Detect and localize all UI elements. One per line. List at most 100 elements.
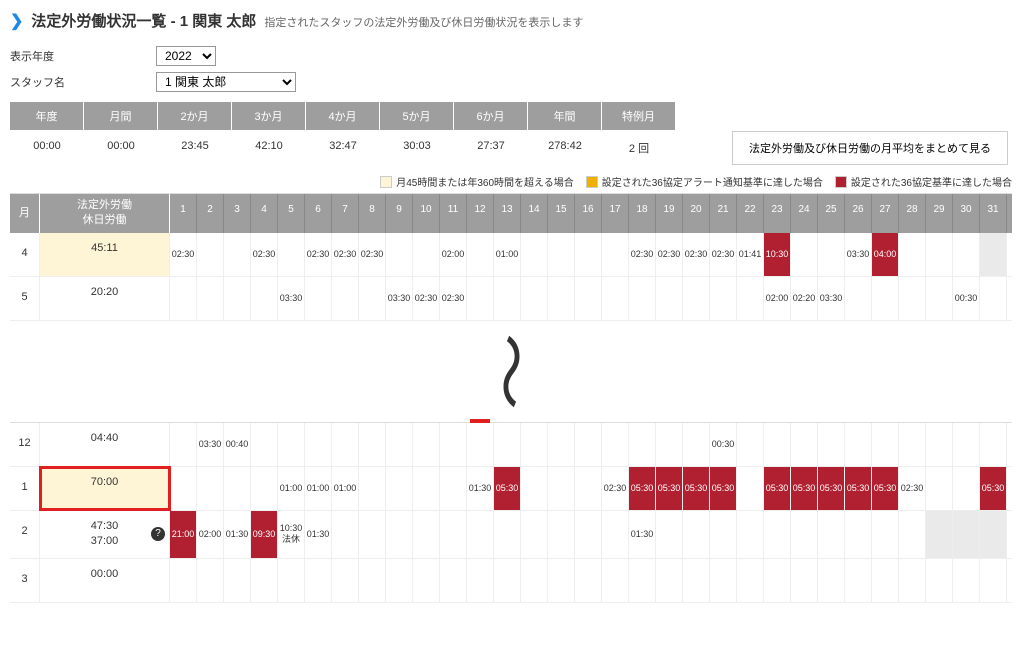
grid-day-cell [656,511,683,558]
grid-day-cell: 02:20 [791,277,818,320]
grid-month-cell: 12 [10,423,40,466]
grid-row: 247:3037:00?21:0002:0001:3009:3010:30法休0… [10,511,1012,559]
grid-day-cell [359,511,386,558]
grid-day-cell: 01:41 [737,233,764,276]
page-subtitle: 指定されたスタッフの法定外労働及び休日労働状況を表示します [264,14,583,30]
grid-day-cell [548,423,575,466]
grid-header-month: 月 [10,194,40,233]
legend-swatch [380,176,392,188]
grid-header-day: 17 [602,194,629,233]
year-label: 表示年度 [10,48,150,64]
grid-day-cell [845,511,872,558]
grid-day-cell: 05:30 [980,467,1007,510]
grid-day-cell [602,423,629,466]
year-select[interactable]: 2022 [156,46,216,66]
grid-day-cell [710,559,737,602]
legend: 月45時間または年360時間を超える場合 設定された36協定アラート通知基準に達し… [10,174,1012,189]
grid-day-cell [926,233,953,276]
summary-value-cell: 00:00 [84,130,158,166]
grid-day-cell [440,511,467,558]
grid-day-cell: 05:30 [818,467,845,510]
grid-day-cell [170,467,197,510]
grid-day-cell [359,559,386,602]
staff-select[interactable]: 1 関東 太郎 [156,72,296,92]
grid-day-cell [926,467,953,510]
grid-header-day: 8 [359,194,386,233]
grid-day-cell [845,559,872,602]
grid-day-cell: 01:30 [305,511,332,558]
grid-day-cell [224,467,251,510]
grid-day-cell [737,277,764,320]
legend-label: 月45時間または年360時間を超える場合 [396,174,574,189]
grid-day-cell [899,559,926,602]
grid-day-cell [899,233,926,276]
grid-day-cell: 03:30 [845,233,872,276]
grid-day-cell [521,277,548,320]
grid-day-cell [872,277,899,320]
grid-day-cell: 03:30 [278,277,305,320]
page-header: ❯ 法定外労働状況一覧 - 1 関東 太郎 指定されたスタッフの法定外労働及び休… [10,10,1012,31]
grid-day-cell [602,233,629,276]
grid-row: 170:0001:0001:0001:0001:3005:3002:3005:3… [10,467,1012,511]
grid-row: 520:2003:3003:3002:3002:3002:0002:2003:3… [10,277,1012,321]
grid-day-cell [818,511,845,558]
help-icon[interactable]: ? [151,527,165,541]
grid-day-cell: 02:30 [413,277,440,320]
grid-day-cell [332,423,359,466]
grid-day-cell [737,511,764,558]
grid-day-cell [197,467,224,510]
grid-header-day: 20 [683,194,710,233]
grid-total-cell: 47:3037:00? [40,511,170,558]
grid-day-cell [251,559,278,602]
grid-total-cell: 20:20 [40,277,170,320]
grid-day-cell [683,559,710,602]
grid-day-cell: 02:30 [683,233,710,276]
grid-day-cell: 05:30 [710,467,737,510]
grid-day-cell [872,511,899,558]
grid-day-cell [467,559,494,602]
grid-header-day: 30 [953,194,980,233]
grid-day-cell [548,559,575,602]
grid-month-cell: 2 [10,511,40,558]
grid-day-cell [224,277,251,320]
grid-day-cell [197,233,224,276]
grid-header-day: 21 [710,194,737,233]
grid-day-cell: 01:00 [305,467,332,510]
grid-day-cell [764,423,791,466]
grid-row: 1204:4003:3000:4000:30 [10,423,1012,467]
grid-day-cell [197,277,224,320]
legend-label: 設定された36協定アラート通知基準に達した場合 [602,174,823,189]
grid-day-cell: 05:30 [683,467,710,510]
grid-day-cell: 01:30 [224,511,251,558]
grid-day-cell [791,559,818,602]
grid-day-cell [953,559,980,602]
grid-day-cell [926,559,953,602]
grid-day-cell: 02:00 [440,233,467,276]
grid-day-cell: 02:30 [899,467,926,510]
grid-day-cell: 05:30 [845,467,872,510]
grid-header-day: 3 [224,194,251,233]
legend-item: 設定された36協定アラート通知基準に達した場合 [586,174,823,189]
grid-day-cell [602,277,629,320]
grid-day-cell: 01:30 [467,467,494,510]
grid-day-cell [791,233,818,276]
grid-day-cell [737,423,764,466]
grid-header-day: 26 [845,194,872,233]
grid-day-cell: 05:30 [629,467,656,510]
avg-button[interactable]: 法定外労働及び休日労働の月平均をまとめて見る [732,131,1008,165]
grid-day-cell [521,511,548,558]
grid-day-cell: 05:30 [494,467,521,510]
summary-value-cell: 42:10 [232,130,306,166]
grid-day-cell: 10:30 [764,233,791,276]
grid-total-cell: 00:00 [40,559,170,602]
grid-day-cell: 02:30 [602,467,629,510]
grid-header-day: 2 [197,194,224,233]
grid-day-cell [710,277,737,320]
grid-header-day: 25 [818,194,845,233]
grid-day-cell [845,423,872,466]
grid-header-day: 10 [413,194,440,233]
grid-day-cell: 02:30 [251,233,278,276]
grid-day-cell [683,511,710,558]
grid-header-day: 4 [251,194,278,233]
grid-day-cell: 03:30 [197,423,224,466]
